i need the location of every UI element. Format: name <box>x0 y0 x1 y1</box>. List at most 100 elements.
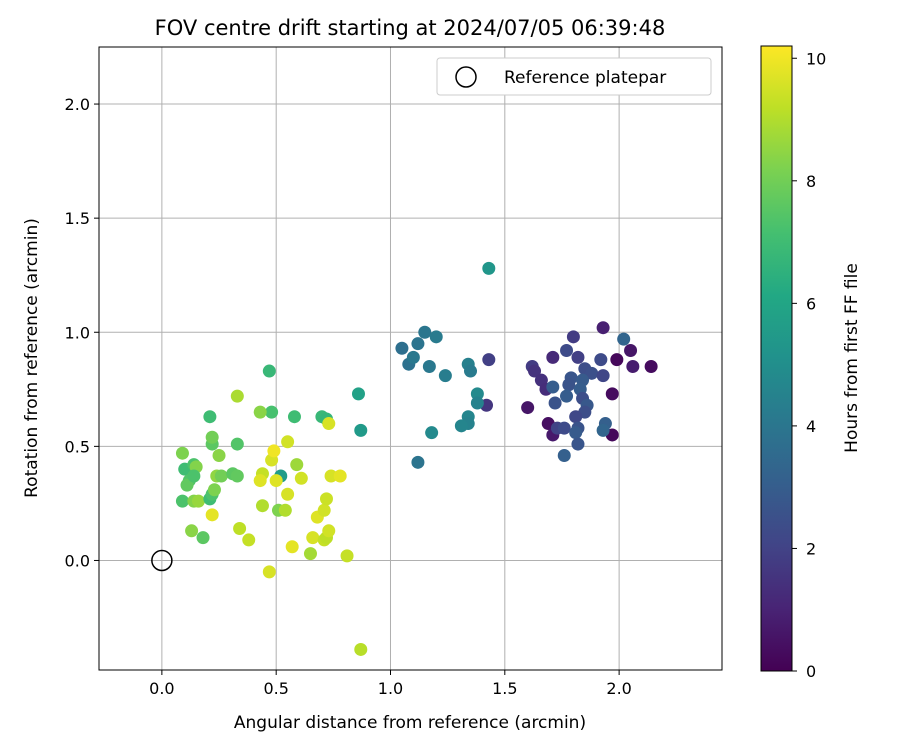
data-point <box>644 359 658 373</box>
data-point <box>470 396 484 410</box>
colorbar-tick-label: 0 <box>806 662 816 681</box>
data-point <box>242 533 256 547</box>
data-point <box>411 455 425 469</box>
x-axis-ticks: 0.0 0.5 1.0 1.5 2.0 <box>149 670 632 698</box>
legend: Reference platepar <box>436 57 712 96</box>
data-point <box>569 426 583 440</box>
data-point <box>562 378 576 392</box>
data-point <box>207 483 221 497</box>
data-point <box>422 359 436 373</box>
x-tick-label: 1.0 <box>378 679 403 698</box>
data-point <box>557 421 571 435</box>
y-tick-label: 0.5 <box>65 437 90 456</box>
data-point <box>560 344 574 358</box>
data-point <box>351 387 365 401</box>
data-point <box>175 446 189 460</box>
data-point <box>269 474 283 488</box>
y-axis-label: Rotation from reference (arcmin) <box>22 218 42 498</box>
colorbar-ticks: 0 2 4 6 8 10 <box>792 49 826 681</box>
data-points <box>175 261 658 656</box>
data-point <box>322 417 336 431</box>
data-point <box>548 396 562 410</box>
data-point <box>187 469 201 483</box>
data-point <box>454 419 468 433</box>
data-point <box>322 524 336 538</box>
x-tick-label: 0.0 <box>149 679 174 698</box>
data-point <box>425 426 439 440</box>
data-point <box>617 332 631 346</box>
data-point <box>610 353 624 367</box>
chart-title: FOV centre drift starting at 2024/07/05 … <box>155 16 666 40</box>
data-point <box>285 540 299 554</box>
data-point <box>281 435 295 449</box>
x-tick-label: 0.5 <box>263 679 288 698</box>
legend-box <box>436 57 712 96</box>
data-point <box>294 471 308 485</box>
data-point <box>214 469 228 483</box>
data-point <box>205 430 219 444</box>
reference-platepar-marker <box>151 549 173 572</box>
data-point <box>230 469 244 483</box>
data-point <box>626 359 640 373</box>
y-tick-label: 2.0 <box>65 95 90 114</box>
legend-label: Reference platepar <box>504 68 666 88</box>
grid-lines <box>99 47 722 670</box>
data-point <box>281 487 295 501</box>
x-tick-label: 2.0 <box>606 679 631 698</box>
data-point <box>253 405 267 419</box>
plot-frame <box>98 46 723 671</box>
data-point <box>585 366 599 380</box>
data-point <box>212 448 226 462</box>
data-point <box>196 531 210 545</box>
data-point <box>175 494 189 508</box>
data-point <box>418 325 432 339</box>
colorbar-label: Hours from first FF file <box>842 263 862 453</box>
data-point <box>546 380 560 394</box>
data-point <box>560 389 574 403</box>
data-point <box>406 350 420 364</box>
data-point <box>278 503 292 517</box>
data-point <box>230 437 244 451</box>
data-point <box>557 448 571 462</box>
data-point <box>521 401 535 415</box>
data-point <box>265 405 279 419</box>
y-tick-label: 1.5 <box>65 209 90 228</box>
colorbar: 0 2 4 6 8 10 Hours from first FF file <box>760 45 862 681</box>
data-point <box>596 321 610 335</box>
data-point <box>464 364 478 378</box>
colorbar-tick-label: 6 <box>806 294 816 313</box>
data-point <box>267 444 281 458</box>
x-axis-label: Angular distance from reference (arcmin) <box>234 713 586 733</box>
data-point <box>566 330 580 344</box>
colorbar-tick-label: 4 <box>806 417 816 436</box>
data-point <box>255 499 269 513</box>
reference-marker-group <box>151 549 173 572</box>
colorbar-tick-label: 10 <box>806 49 826 68</box>
data-point <box>571 350 585 364</box>
colorbar-tick-label: 2 <box>806 539 816 558</box>
data-point <box>395 341 409 355</box>
data-point <box>354 642 368 656</box>
data-point <box>596 369 610 383</box>
data-point <box>319 492 333 506</box>
y-tick-label: 0.0 <box>65 551 90 570</box>
data-point <box>438 369 452 383</box>
data-point <box>596 423 610 437</box>
y-axis-ticks: 0.0 0.5 1.0 1.5 2.0 <box>65 95 99 570</box>
colorbar-gradient <box>760 45 793 672</box>
data-point <box>546 350 560 364</box>
data-point <box>470 387 484 401</box>
data-point <box>290 458 304 472</box>
data-point <box>482 261 496 275</box>
data-point <box>203 410 217 424</box>
data-point <box>624 344 638 358</box>
data-point <box>191 494 205 508</box>
data-point <box>262 364 276 378</box>
x-tick-label: 1.5 <box>492 679 517 698</box>
data-point <box>324 469 338 483</box>
data-point <box>340 549 354 563</box>
data-point <box>185 524 199 538</box>
colorbar-tick-label: 8 <box>806 172 816 191</box>
data-point <box>569 410 583 424</box>
